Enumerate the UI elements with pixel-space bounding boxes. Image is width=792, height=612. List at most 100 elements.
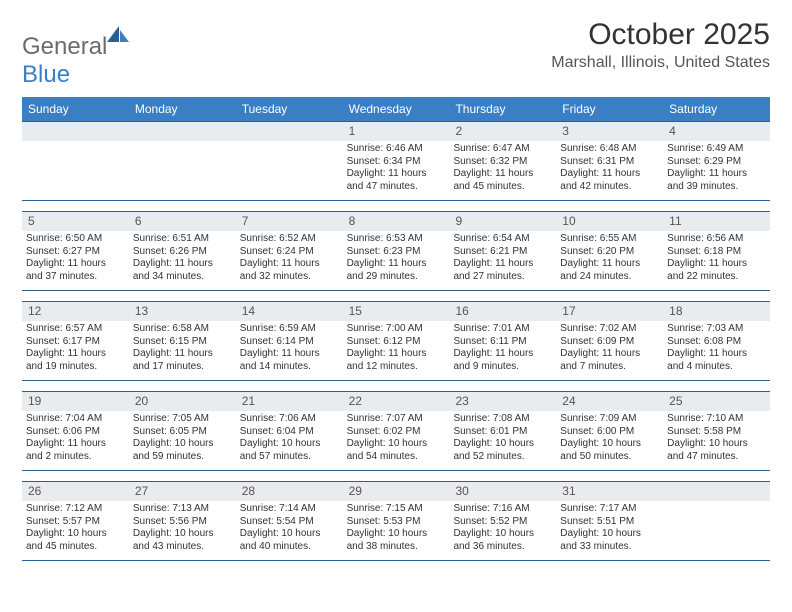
day-cell-empty [22, 122, 129, 200]
day-content: Sunrise: 7:01 AMSunset: 6:11 PMDaylight:… [449, 321, 556, 377]
sunrise-text: Sunrise: 6:47 AM [453, 143, 552, 156]
day-content: Sunrise: 6:46 AMSunset: 6:34 PMDaylight:… [343, 141, 450, 197]
sunset-text: Sunset: 5:53 PM [347, 516, 446, 529]
daylight-text: Daylight: 11 hours and 22 minutes. [667, 258, 766, 283]
sunset-text: Sunset: 6:14 PM [240, 336, 339, 349]
day-content: Sunrise: 6:57 AMSunset: 6:17 PMDaylight:… [22, 321, 129, 377]
day-number: 2 [449, 122, 556, 141]
sunrise-text: Sunrise: 7:03 AM [667, 323, 766, 336]
sunset-text: Sunset: 6:23 PM [347, 246, 446, 259]
sunset-text: Sunset: 6:32 PM [453, 156, 552, 169]
day-number: 30 [449, 482, 556, 501]
day-content [22, 141, 129, 199]
day-cell: 4Sunrise: 6:49 AMSunset: 6:29 PMDaylight… [663, 122, 770, 200]
day-number: 4 [663, 122, 770, 141]
day-number: 19 [22, 392, 129, 411]
sunrise-text: Sunrise: 6:51 AM [133, 233, 232, 246]
day-number: 23 [449, 392, 556, 411]
day-cell: 27Sunrise: 7:13 AMSunset: 5:56 PMDayligh… [129, 482, 236, 560]
sunset-text: Sunset: 6:34 PM [347, 156, 446, 169]
day-cell: 23Sunrise: 7:08 AMSunset: 6:01 PMDayligh… [449, 392, 556, 470]
sunrise-text: Sunrise: 7:16 AM [453, 503, 552, 516]
day-number: 7 [236, 212, 343, 231]
sunrise-text: Sunrise: 6:57 AM [26, 323, 125, 336]
sunset-text: Sunset: 6:20 PM [560, 246, 659, 259]
day-cell: 13Sunrise: 6:58 AMSunset: 6:15 PMDayligh… [129, 302, 236, 380]
day-content: Sunrise: 6:58 AMSunset: 6:15 PMDaylight:… [129, 321, 236, 377]
day-number: 24 [556, 392, 663, 411]
sunrise-text: Sunrise: 6:48 AM [560, 143, 659, 156]
day-content: Sunrise: 7:05 AMSunset: 6:05 PMDaylight:… [129, 411, 236, 467]
daylight-text: Daylight: 11 hours and 19 minutes. [26, 348, 125, 373]
sunrise-text: Sunrise: 7:08 AM [453, 413, 552, 426]
day-content: Sunrise: 6:48 AMSunset: 6:31 PMDaylight:… [556, 141, 663, 197]
day-number: 5 [22, 212, 129, 231]
day-content: Sunrise: 7:17 AMSunset: 5:51 PMDaylight:… [556, 501, 663, 557]
weekday-header: Friday [556, 97, 663, 121]
sunrise-text: Sunrise: 6:59 AM [240, 323, 339, 336]
day-cell: 29Sunrise: 7:15 AMSunset: 5:53 PMDayligh… [343, 482, 450, 560]
day-cell: 22Sunrise: 7:07 AMSunset: 6:02 PMDayligh… [343, 392, 450, 470]
day-content: Sunrise: 7:06 AMSunset: 6:04 PMDaylight:… [236, 411, 343, 467]
day-number: 14 [236, 302, 343, 321]
day-cell: 21Sunrise: 7:06 AMSunset: 6:04 PMDayligh… [236, 392, 343, 470]
logo-text-general: General [22, 33, 107, 60]
daylight-text: Daylight: 11 hours and 32 minutes. [240, 258, 339, 283]
sunrise-text: Sunrise: 6:58 AM [133, 323, 232, 336]
daylight-text: Daylight: 10 hours and 33 minutes. [560, 528, 659, 553]
day-content: Sunrise: 7:00 AMSunset: 6:12 PMDaylight:… [343, 321, 450, 377]
sunset-text: Sunset: 5:52 PM [453, 516, 552, 529]
day-number: 31 [556, 482, 663, 501]
daylight-text: Daylight: 10 hours and 47 minutes. [667, 438, 766, 463]
daylight-text: Daylight: 11 hours and 37 minutes. [26, 258, 125, 283]
daylight-text: Daylight: 11 hours and 2 minutes. [26, 438, 125, 463]
daylight-text: Daylight: 10 hours and 38 minutes. [347, 528, 446, 553]
day-content: Sunrise: 7:02 AMSunset: 6:09 PMDaylight:… [556, 321, 663, 377]
day-content [663, 501, 770, 559]
sunset-text: Sunset: 6:27 PM [26, 246, 125, 259]
day-cell: 11 Sunrise: 6:56 AMSunset: 6:18 PMDayligh… [663, 212, 770, 290]
daylight-text: Daylight: 11 hours and 34 minutes. [133, 258, 232, 283]
sunrise-text: Sunrise: 6:56 AM [667, 233, 766, 246]
day-content: Sunrise: 6:53 AMSunset: 6:23 PMDaylight:… [343, 231, 450, 287]
sunrise-text: Sunrise: 6:49 AM [667, 143, 766, 156]
day-number: 1 [343, 122, 450, 141]
day-content: Sunrise: 6:49 AMSunset: 6:29 PMDaylight:… [663, 141, 770, 197]
day-number [129, 122, 236, 141]
day-content: Sunrise: 7:15 AMSunset: 5:53 PMDaylight:… [343, 501, 450, 557]
day-cell: 7Sunrise: 6:52 AMSunset: 6:24 PMDaylight… [236, 212, 343, 290]
day-number: 28 [236, 482, 343, 501]
day-cell: 25Sunrise: 7:10 AMSunset: 5:58 PMDayligh… [663, 392, 770, 470]
daylight-text: Daylight: 10 hours and 57 minutes. [240, 438, 339, 463]
sunset-text: Sunset: 6:18 PM [667, 246, 766, 259]
day-cell: 20Sunrise: 7:05 AMSunset: 6:05 PMDayligh… [129, 392, 236, 470]
day-number: 11 [663, 212, 770, 231]
daylight-text: Daylight: 10 hours and 36 minutes. [453, 528, 552, 553]
daylight-text: Daylight: 10 hours and 40 minutes. [240, 528, 339, 553]
day-number: 22 [343, 392, 450, 411]
day-cell: 2Sunrise: 6:47 AMSunset: 6:32 PMDaylight… [449, 122, 556, 200]
location-text: Marshall, Illinois, United States [551, 54, 770, 72]
sunset-text: Sunset: 6:04 PM [240, 426, 339, 439]
day-content: Sunrise: 7:16 AMSunset: 5:52 PMDaylight:… [449, 501, 556, 557]
weekday-header: Thursday [449, 97, 556, 121]
daylight-text: Daylight: 11 hours and 42 minutes. [560, 168, 659, 193]
day-content: Sunrise: 6:47 AMSunset: 6:32 PMDaylight:… [449, 141, 556, 197]
daylight-text: Daylight: 11 hours and 7 minutes. [560, 348, 659, 373]
day-content: Sunrise: 6:59 AMSunset: 6:14 PMDaylight:… [236, 321, 343, 377]
day-cell: 24Sunrise: 7:09 AMSunset: 6:00 PMDayligh… [556, 392, 663, 470]
sunset-text: Sunset: 5:58 PM [667, 426, 766, 439]
day-number: 13 [129, 302, 236, 321]
sunrise-text: Sunrise: 7:02 AM [560, 323, 659, 336]
day-content: Sunrise: 7:12 AMSunset: 5:57 PMDaylight:… [22, 501, 129, 557]
sunset-text: Sunset: 6:31 PM [560, 156, 659, 169]
day-number [22, 122, 129, 141]
day-content: Sunrise: 7:04 AMSunset: 6:06 PMDaylight:… [22, 411, 129, 467]
day-cell: 14Sunrise: 6:59 AMSunset: 6:14 PMDayligh… [236, 302, 343, 380]
day-cell: 18Sunrise: 7:03 AMSunset: 6:08 PMDayligh… [663, 302, 770, 380]
sunrise-text: Sunrise: 7:01 AM [453, 323, 552, 336]
sunrise-text: Sunrise: 6:52 AM [240, 233, 339, 246]
month-title: October 2025 [551, 18, 770, 52]
day-cell-empty [663, 482, 770, 560]
sunrise-text: Sunrise: 7:04 AM [26, 413, 125, 426]
